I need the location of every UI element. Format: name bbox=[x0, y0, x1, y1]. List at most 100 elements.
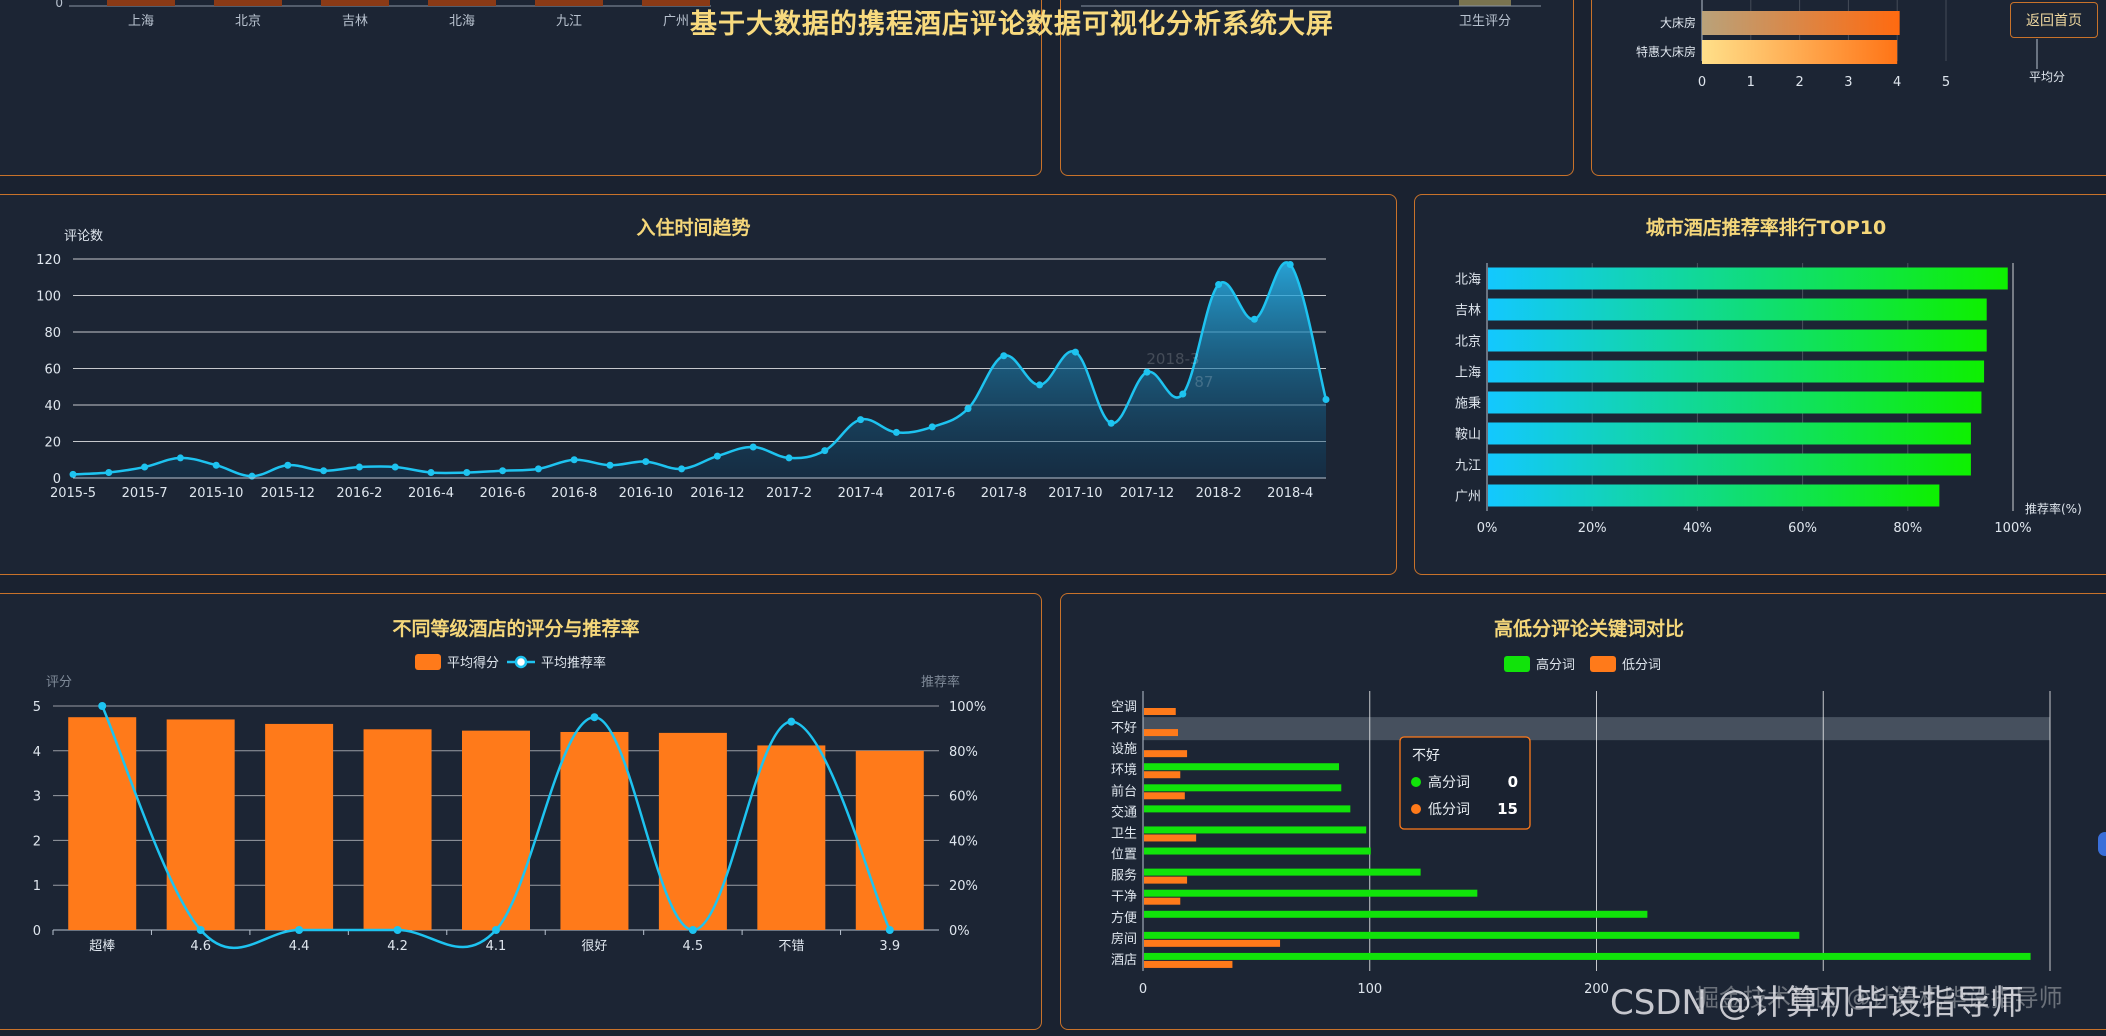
x-tick-label: 200 bbox=[1584, 982, 1609, 997]
bar-high bbox=[1144, 784, 1342, 792]
y-tick-label: 100 bbox=[36, 290, 61, 305]
data-point bbox=[892, 428, 900, 436]
bar-low bbox=[1144, 750, 1188, 758]
top-left-panel: 0 上海 北京 吉林 北海 九江 广州 bbox=[0, 0, 1042, 176]
bar-low bbox=[1144, 729, 1179, 737]
x-tick-label: 4 bbox=[1893, 75, 1901, 90]
x-tick-label: 1 bbox=[1747, 75, 1755, 90]
data-point bbox=[1250, 315, 1258, 323]
data-point bbox=[678, 465, 686, 473]
data-point bbox=[176, 454, 184, 462]
bar bbox=[1488, 298, 1987, 321]
y-tick-label-right: 60% bbox=[949, 790, 978, 805]
bar-high bbox=[1144, 847, 1371, 855]
top-left-chart: 0 上海 北京 吉林 北海 九江 广州 bbox=[55, 0, 711, 29]
y-tick-label: 九江 bbox=[1455, 459, 1481, 474]
rate-point bbox=[885, 926, 894, 934]
x-tick-label: 2015-7 bbox=[122, 486, 168, 501]
watermark-secondary: 掘金技术社区 @计算机毕设指导师 bbox=[1695, 984, 2063, 1012]
data-point bbox=[248, 472, 256, 480]
tooltip-value: 15 bbox=[1497, 800, 1518, 818]
data-point bbox=[284, 461, 292, 469]
tooltip-marker bbox=[1411, 777, 1421, 787]
y-tick-label: 广州 bbox=[1455, 490, 1481, 505]
trend-title: 入住时间趋势 bbox=[636, 217, 751, 239]
y-tick-label: 服务 bbox=[1111, 868, 1137, 884]
x-tick-label: 2016-6 bbox=[480, 486, 526, 501]
bar bbox=[658, 732, 727, 930]
legend-label: 平均推荐率 bbox=[541, 655, 606, 671]
data-point bbox=[355, 463, 363, 471]
tooltip-value: 87 bbox=[1194, 373, 1213, 391]
y-tick-label: 鞍山 bbox=[1455, 427, 1481, 443]
data-point bbox=[1179, 390, 1187, 398]
x-tick-label: 2017-2 bbox=[766, 486, 812, 501]
data-point bbox=[1036, 381, 1044, 389]
city-rank-panel: 城市酒店推荐率排行TOP10 0% 20% 40% 60% 80% 100% 北海 吉林 北京上… bbox=[1414, 194, 2106, 575]
bar-low bbox=[1144, 939, 1281, 947]
home-button[interactable]: 返回首页 bbox=[2010, 2, 2098, 38]
x-tick-label: 4.2 bbox=[387, 939, 408, 954]
tooltip-marker bbox=[1411, 804, 1421, 814]
data-point bbox=[821, 447, 829, 455]
tooltip-box bbox=[1399, 736, 1531, 830]
y-tick-label: 0 bbox=[55, 0, 63, 10]
y-tick-label-left: 0 bbox=[33, 924, 41, 939]
y-tick-label-right: 40% bbox=[949, 834, 978, 849]
x-tick-label: 3 bbox=[1844, 75, 1852, 90]
side-scroll-handle[interactable] bbox=[2098, 832, 2106, 856]
x-tick-label: 2015-10 bbox=[189, 486, 243, 501]
bar-low bbox=[1144, 876, 1188, 884]
x-axis-label: 推荐率(%) bbox=[2025, 501, 2082, 516]
y-tick-label-left: 3 bbox=[33, 790, 41, 805]
keywords-title: 高低分评论关键词对比 bbox=[1493, 618, 1684, 640]
data-point bbox=[1071, 348, 1079, 356]
data-point bbox=[857, 416, 865, 424]
data-point bbox=[320, 467, 328, 475]
bar-high bbox=[1144, 763, 1340, 771]
x-tick-label: 2016-4 bbox=[408, 486, 454, 501]
bar bbox=[1702, 40, 1898, 64]
data-point bbox=[713, 452, 721, 460]
rate-point bbox=[492, 926, 500, 934]
y-axis-label-left: 评分 bbox=[46, 675, 72, 690]
y-tick-label: 吉林 bbox=[1455, 304, 1481, 319]
y-tick-label: 40 bbox=[44, 399, 61, 414]
x-tick-label: 2016-2 bbox=[336, 486, 382, 501]
trend-chart: 评论数 0 20 40 60 80 100 120 2015-5 2015-7 2015-10 201… bbox=[36, 229, 1330, 501]
data-point bbox=[1000, 352, 1008, 360]
x-tick-label: 2017-6 bbox=[909, 486, 955, 501]
bar bbox=[757, 745, 826, 930]
x-tick-label: 2018-2 bbox=[1196, 486, 1242, 501]
y-tick-label: 不好 bbox=[1111, 721, 1137, 736]
x-axis-label: 平均分 bbox=[2029, 70, 2065, 84]
bar bbox=[462, 730, 530, 930]
x-tick-label: 2016-8 bbox=[551, 486, 597, 501]
keywords-panel: 高低分评论关键词对比 高分词 低分词 0 100 200 空调 不好 设施 环境 前台 交通 卫生 位置… bbox=[1060, 593, 2106, 1030]
x-tick-label: 3.9 bbox=[879, 939, 900, 954]
x-tick-label: 4.1 bbox=[486, 939, 507, 954]
y-axis-label-right: 推荐率 bbox=[921, 674, 960, 690]
bar bbox=[1488, 329, 1987, 352]
x-tick-label: 九江 bbox=[556, 14, 582, 29]
y-axis-label: 评论数 bbox=[64, 229, 103, 244]
y-tick-label: 空调 bbox=[1111, 700, 1137, 715]
y-tick-label-left: 2 bbox=[33, 834, 41, 849]
data-point bbox=[606, 461, 614, 469]
legend-swatch-score bbox=[415, 654, 441, 670]
rate-point bbox=[393, 926, 402, 934]
x-tick-label: 4.4 bbox=[289, 939, 310, 954]
bar bbox=[214, 0, 282, 6]
bar bbox=[363, 729, 432, 930]
bar bbox=[1488, 484, 1940, 507]
legend-label: 低分词 bbox=[1622, 658, 1661, 673]
bar bbox=[1488, 267, 2008, 290]
y-tick-label: 位置 bbox=[1111, 848, 1137, 863]
area-fill bbox=[73, 262, 1326, 478]
y-tick-label-right: 0% bbox=[949, 924, 970, 939]
data-point bbox=[642, 458, 650, 466]
data-point bbox=[463, 469, 471, 477]
x-tick-label: 2017-10 bbox=[1048, 486, 1102, 501]
x-tick-label: 超棒 bbox=[89, 939, 115, 954]
